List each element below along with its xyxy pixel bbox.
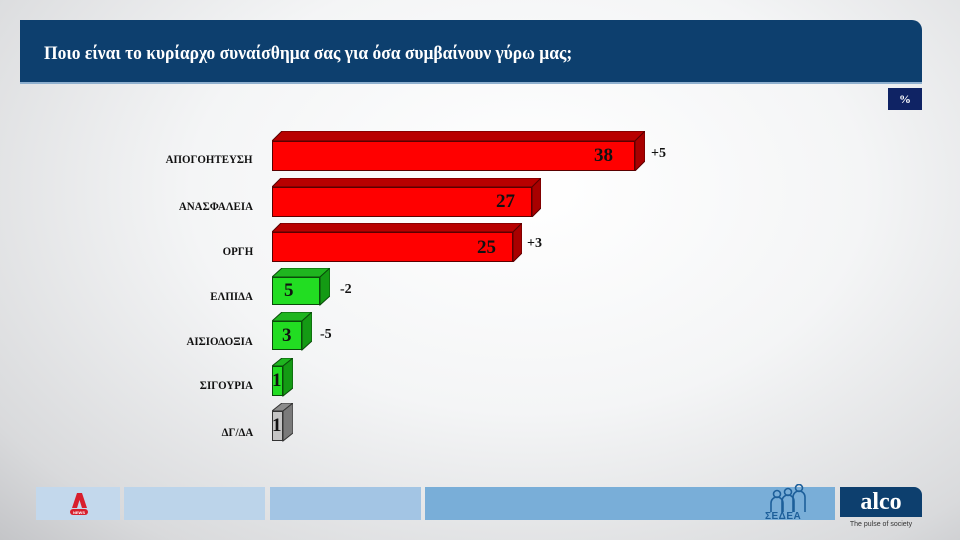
footer-strip [270,487,421,520]
category-label: ΕΛΠΙΔΑ [210,291,253,303]
bar-value: 1 [272,415,282,436]
category-label: ΣΙΓΟΥΡΙΑ [199,380,253,392]
bar-3d-shape [272,223,522,262]
alco-text: alco [860,489,902,515]
alco-tagline: The pulse of society [849,521,913,528]
bar-aisiodoxia: 3 [272,312,312,351]
alco-logo: alco [840,487,922,517]
bar-value: 5 [284,280,294,301]
category-label: ΑΠΟΓΟΗΤΕΥΣΗ [166,154,253,166]
bar-orgi: 25 [272,223,522,262]
bar-3d-shape [272,131,645,171]
bar-3d-shape [272,358,293,397]
sedea-logo: ΣΕΔΕΑ [765,483,813,524]
bar-3d-shape [272,312,312,351]
bar-change: +3 [527,236,542,251]
bar-value: 25 [477,237,496,258]
bar-3d-shape [272,403,293,442]
bar-change: -5 [320,327,332,342]
sedea-text: ΣΕΔΕΑ [765,511,802,522]
bar-value: 3 [282,325,292,346]
bar-sigouria: 1 [272,358,293,397]
footer-strip [124,487,265,520]
alpha-news-logo-icon: NEWS [70,493,88,515]
bar-apogoiteusi: 38 [272,131,645,171]
category-label: ΑΙΣΙΟΔΟΞΙΑ [186,336,253,348]
footer-strip [425,487,835,520]
bar-value: 27 [496,191,515,212]
bar-value: 38 [594,145,613,166]
bar-3d-shape [272,268,330,306]
footer-alpha-panel: NEWS [36,487,120,520]
unit-badge: % [888,88,922,110]
category-label: ΔΓ/ΔΑ [221,427,253,439]
title-bar: Ποιο είναι το κυρίαρχο συναίσθημα σας γι… [20,20,922,84]
svg-text:NEWS: NEWS [73,510,85,515]
category-label: ΟΡΓΗ [222,246,253,258]
sedea-people-icon [770,483,806,512]
bar-value: 1 [272,370,282,391]
bar-anasfaleia: 27 [272,178,541,217]
chart-title: Ποιο είναι το κυρίαρχο συναίσθημα σας γι… [44,43,573,64]
bar-3d-shape [272,178,541,217]
bar-change: -2 [340,282,352,297]
bar-dg-da: 1 [272,403,293,442]
category-label: ΑΝΑΣΦΑΛΕΙΑ [178,201,253,213]
bar-change: +5 [651,146,666,161]
bar-elpida: 5 [272,268,330,306]
